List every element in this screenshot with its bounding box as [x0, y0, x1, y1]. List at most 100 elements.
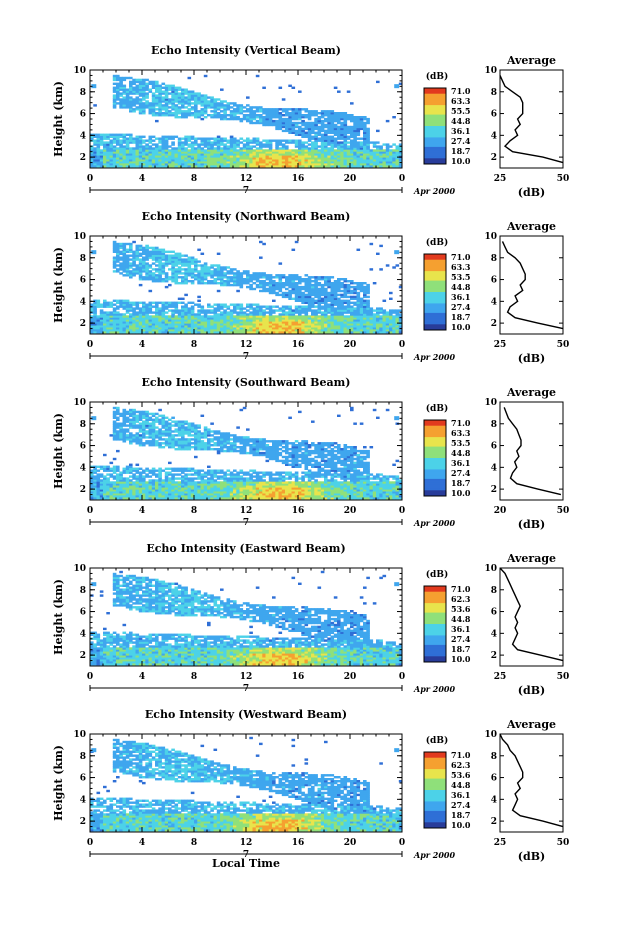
heatmap-cell: [142, 149, 146, 152]
heatmap-cell: [106, 325, 110, 328]
heatmap-cell: [187, 315, 192, 318]
heatmap-cell: [200, 309, 205, 312]
heatmap-cell: [122, 315, 127, 318]
heatmap-cell: [171, 319, 175, 322]
heatmap-cell: [314, 147, 318, 150]
heatmap-cell: [229, 327, 234, 330]
heatmap-cell: [255, 149, 260, 152]
heatmap-cell: [262, 242, 266, 246]
colorbar-swatch: [424, 89, 446, 93]
heatmap-cell: [333, 163, 338, 166]
heatmap-cell: [164, 108, 169, 111]
heatmap-cell: [246, 151, 250, 154]
chart-title: Echo Intensity (Vertical Beam): [151, 44, 341, 57]
heatmap-cell: [93, 477, 97, 480]
heatmap-cell: [122, 327, 127, 330]
heatmap-cell: [116, 331, 120, 334]
heatmap-cell: [197, 299, 201, 302]
heatmap-cell: [246, 272, 250, 275]
heatmap-cell: [129, 309, 133, 312]
heatmap-cell: [177, 323, 182, 326]
heatmap-cell: [301, 108, 305, 111]
heatmap-cell: [363, 165, 367, 168]
heatmap-cell: [350, 145, 354, 148]
heatmap-cell: [307, 114, 312, 117]
heatmap-cell: [93, 479, 97, 482]
heatmap-cell: [103, 147, 107, 150]
heatmap-cell: [272, 114, 276, 117]
heatmap-cell: [109, 469, 114, 472]
heatmap-cell: [285, 280, 289, 283]
heatmap-cell: [236, 139, 240, 142]
heatmap-cell: [203, 96, 208, 99]
heatmap-cell: [294, 297, 299, 300]
heatmap-cell: [252, 282, 257, 285]
heatmap-cell: [132, 88, 136, 91]
heatmap-cell: [145, 104, 149, 107]
heatmap-cell: [99, 311, 104, 314]
heatmap-cell: [142, 161, 146, 164]
heatmap-cell: [99, 153, 104, 156]
heatmap-cell: [252, 116, 257, 119]
heatmap-cell: [314, 145, 318, 148]
heatmap-cell: [311, 323, 315, 326]
heatmap-cell: [379, 323, 383, 326]
heatmap-cell: [275, 285, 279, 289]
heatmap-cell: [298, 129, 302, 133]
heatmap-cell: [337, 317, 341, 320]
heatmap-cell: [327, 123, 331, 127]
heatmap-cell: [304, 331, 309, 334]
heatmap-cell: [213, 282, 218, 285]
heatmap-cell: [125, 307, 130, 310]
heatmap-cell: [281, 276, 286, 279]
heatmap-cell: [294, 110, 299, 113]
heatmap-cell: [262, 280, 266, 283]
heatmap-cell: [109, 461, 114, 465]
heatmap-cell: [356, 285, 361, 289]
heatmap-cell: [366, 325, 370, 328]
heatmap-cell: [298, 325, 302, 328]
heatmap-cell: [194, 98, 198, 101]
heatmap-cell: [216, 313, 221, 316]
heatmap-cell: [220, 141, 224, 144]
heatmap-cell: [272, 327, 276, 330]
heatmap-cell: [112, 327, 117, 330]
heatmap-cell: [262, 319, 266, 322]
heatmap-cell: [125, 161, 130, 164]
heatmap-cell: [301, 293, 305, 297]
heatmap-cell: [288, 155, 292, 158]
heatmap-cell: [330, 317, 335, 320]
heatmap-cell: [226, 311, 231, 314]
heatmap-cell: [161, 250, 166, 253]
heatmap-cell: [307, 309, 312, 312]
heatmap-cell: [109, 319, 114, 322]
heatmap-cell: [272, 285, 276, 289]
heatmap-cell: [246, 309, 250, 312]
heatmap-cell: [314, 319, 318, 322]
heatmap-cell: [330, 282, 335, 285]
heatmap-cell: [359, 285, 364, 289]
heatmap-cell: [294, 327, 299, 330]
heatmap-cell: [223, 159, 227, 162]
heatmap-cell: [109, 139, 114, 142]
heatmap-cell: [187, 110, 192, 113]
heatmap-cell: [203, 163, 208, 166]
heatmap-cell: [116, 408, 120, 412]
heatmap-cell: [174, 321, 179, 324]
heatmap-cell: [171, 84, 175, 87]
heatmap-cell: [353, 137, 357, 140]
heatmap-cell: [213, 98, 218, 101]
heatmap-cell: [324, 309, 328, 312]
heatmap-cell: [233, 102, 237, 105]
heatmap-cell: [99, 303, 104, 306]
heatmap-cell: [337, 303, 341, 306]
heatmap-cell: [171, 108, 175, 111]
colorbar-swatch: [424, 162, 446, 165]
heatmap-cell: [314, 153, 318, 156]
heatmap-cell: [229, 309, 234, 312]
heatmap-cell: [177, 143, 182, 146]
heatmap-cell: [109, 325, 114, 328]
heatmap-cell: [278, 287, 283, 291]
heatmap-cell: [99, 325, 104, 328]
heatmap-cell: [129, 248, 133, 251]
